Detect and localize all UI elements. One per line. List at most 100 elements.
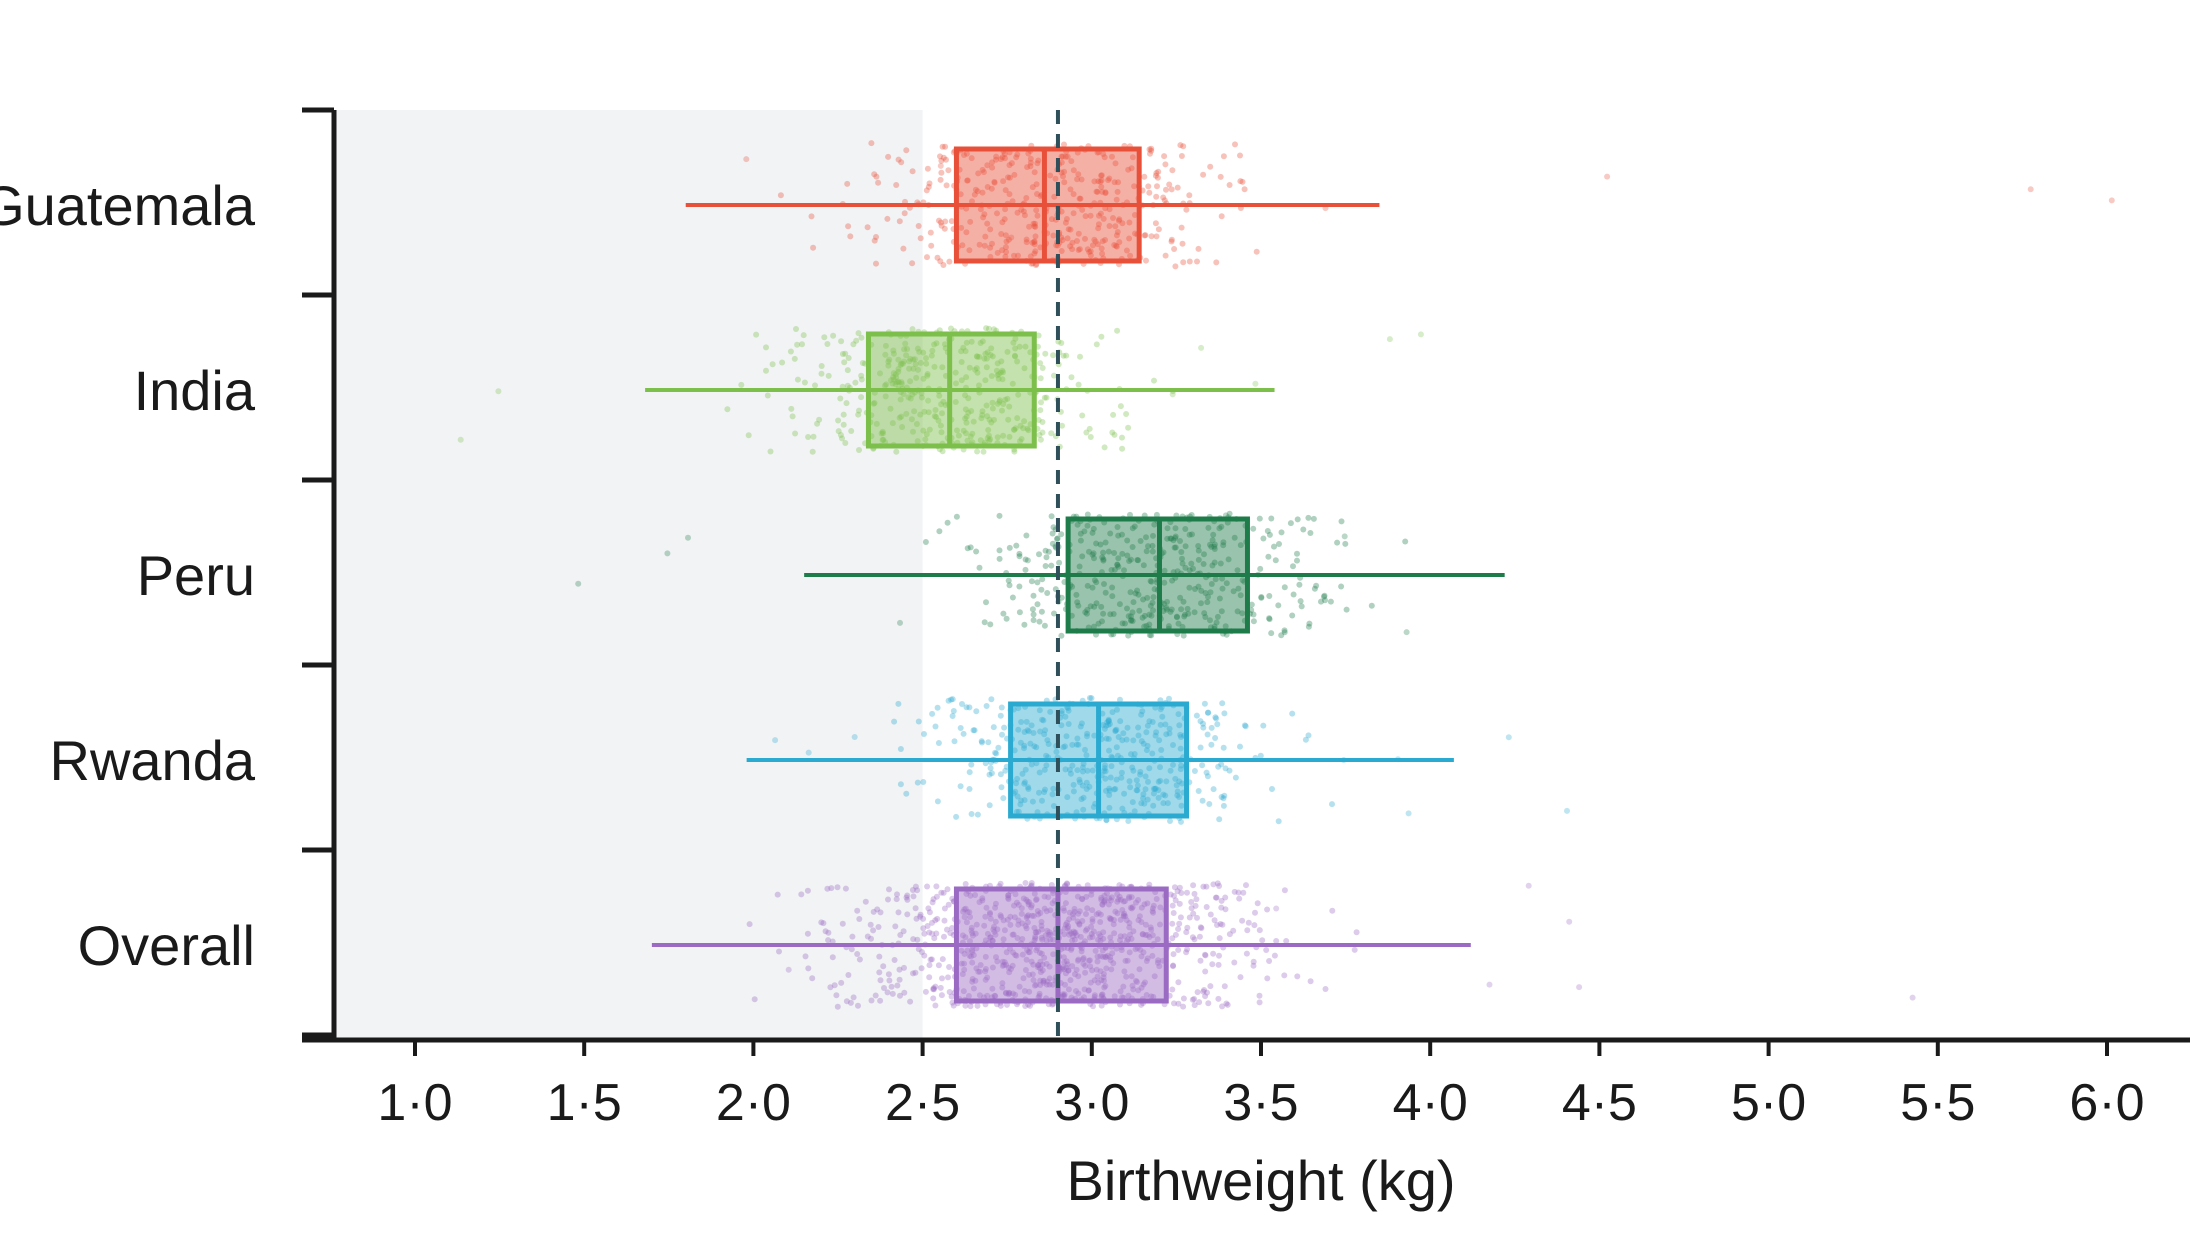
- data-point: [896, 966, 903, 973]
- data-point: [1272, 557, 1279, 564]
- data-point: [1102, 983, 1109, 989]
- data-point: [1119, 907, 1126, 913]
- data-point: [1012, 891, 1019, 898]
- data-point: [1021, 780, 1028, 787]
- data-point: [1070, 933, 1076, 940]
- data-point: [870, 400, 877, 407]
- data-point: [1073, 966, 1080, 973]
- data-point: [1062, 900, 1069, 907]
- data-point: [1041, 766, 1048, 773]
- data-point: [1086, 425, 1093, 432]
- data-point: [1097, 178, 1104, 185]
- box-overall: [953, 886, 1169, 1004]
- data-point: [1118, 769, 1125, 776]
- data-point: [1115, 179, 1122, 186]
- data-point: [1108, 763, 1115, 770]
- outlier-point: [1486, 981, 1493, 988]
- data-point: [1338, 518, 1345, 525]
- data-point: [960, 344, 967, 351]
- data-point: [1041, 394, 1048, 401]
- data-point: [1217, 173, 1224, 180]
- data-point: [1133, 899, 1139, 906]
- data-point: [1239, 178, 1246, 185]
- data-point: [1147, 578, 1154, 584]
- data-point: [1060, 954, 1067, 961]
- data-point: [1056, 559, 1063, 566]
- data-point: [1226, 510, 1233, 517]
- data-point: [990, 926, 997, 933]
- data-point: [1197, 924, 1204, 931]
- data-point: [1066, 916, 1073, 923]
- data-point: [899, 360, 906, 367]
- data-point: [1150, 909, 1157, 916]
- data-point: [965, 409, 972, 416]
- data-point: [1034, 908, 1041, 914]
- data-point: [1011, 352, 1018, 359]
- data-point: [1289, 710, 1296, 717]
- data-point: [1202, 968, 1209, 975]
- data-point: [1109, 584, 1116, 591]
- data-point: [805, 965, 812, 972]
- data-point: [1168, 238, 1175, 245]
- data-point: [895, 700, 902, 707]
- data-point: [1155, 957, 1162, 964]
- data-point: [886, 886, 892, 893]
- data-point: [1010, 931, 1017, 938]
- outlier-point: [1198, 344, 1205, 351]
- data-point: [1037, 965, 1044, 972]
- data-point: [1031, 223, 1038, 230]
- data-point: [1190, 565, 1196, 572]
- data-point: [1153, 729, 1160, 736]
- data-point: [1083, 893, 1090, 900]
- data-point: [1157, 706, 1164, 713]
- data-point: [1232, 774, 1239, 781]
- data-point: [983, 703, 990, 709]
- data-point: [972, 366, 979, 373]
- data-point: [1005, 989, 1012, 996]
- data-point: [1075, 602, 1082, 609]
- data-point: [1116, 216, 1123, 223]
- data-point: [1029, 971, 1036, 978]
- data-point: [937, 153, 943, 160]
- data-point: [1084, 767, 1091, 774]
- data-point: [1219, 575, 1226, 582]
- data-point: [1174, 788, 1181, 795]
- data-point: [1264, 906, 1271, 913]
- data-point: [1082, 927, 1089, 934]
- data-point: [979, 166, 986, 173]
- data-point: [1043, 394, 1050, 401]
- data-point: [1021, 729, 1028, 735]
- data-point: [1067, 243, 1074, 250]
- data-point: [1031, 241, 1038, 248]
- data-point: [1176, 900, 1183, 907]
- data-point: [968, 927, 975, 934]
- data-point: [1031, 250, 1038, 257]
- data-point: [890, 374, 897, 381]
- data-point: [979, 189, 986, 196]
- data-point: [1011, 426, 1018, 433]
- data-point: [1112, 786, 1119, 792]
- data-point: [1148, 612, 1155, 619]
- outlier-point: [1386, 336, 1393, 343]
- data-point: [1178, 802, 1185, 809]
- data-point: [1137, 946, 1144, 953]
- data-point: [1210, 531, 1217, 538]
- data-point: [1177, 731, 1184, 738]
- data-point: [1099, 618, 1105, 625]
- data-point: [1253, 248, 1260, 255]
- data-point: [957, 783, 964, 790]
- data-point: [909, 391, 916, 398]
- data-point: [1119, 220, 1126, 227]
- data-point: [912, 883, 919, 890]
- data-point: [1015, 917, 1022, 924]
- data-point: [885, 153, 892, 160]
- data-point: [1134, 587, 1141, 594]
- data-point: [1007, 921, 1014, 928]
- data-point: [816, 416, 823, 423]
- data-point: [896, 218, 903, 225]
- data-point: [1138, 711, 1145, 718]
- data-point: [945, 167, 952, 174]
- data-point: [1074, 893, 1081, 900]
- data-point: [993, 954, 999, 961]
- data-point: [1046, 981, 1053, 988]
